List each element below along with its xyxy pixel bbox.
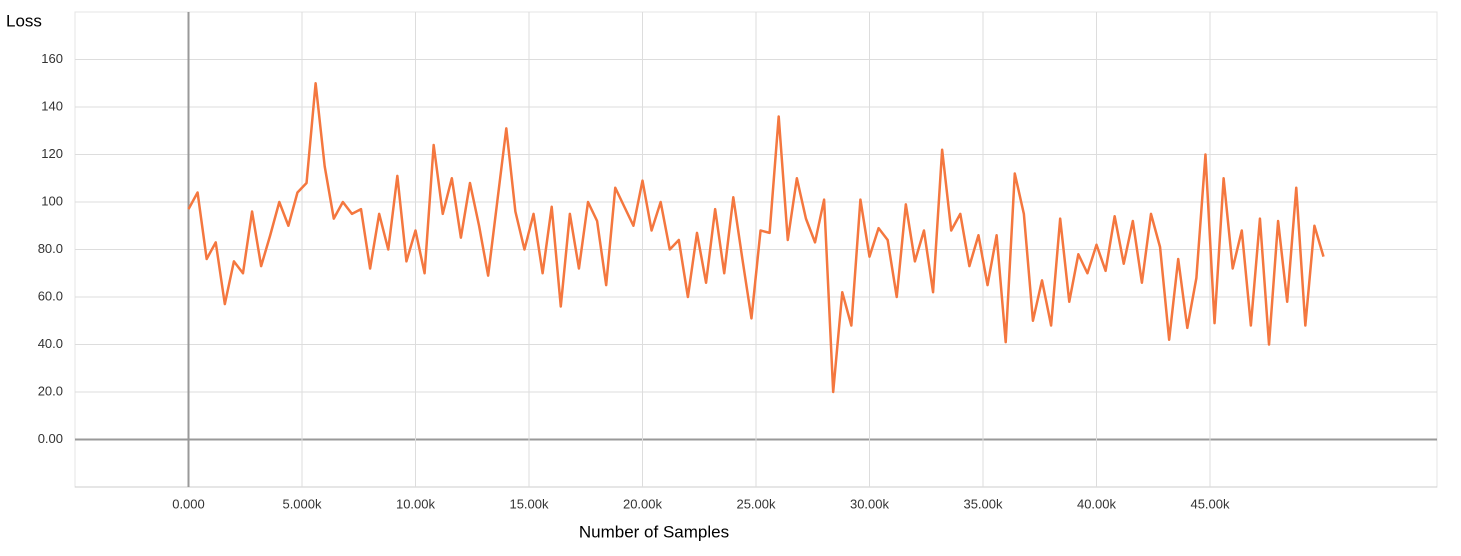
x-tick-label: 40.00k: [1077, 496, 1117, 511]
x-tick-label: 25.00k: [736, 496, 776, 511]
y-tick-label: 40.0: [38, 336, 63, 351]
y-tick-label: 20.0: [38, 383, 63, 398]
y-axis-title: Loss: [6, 11, 42, 30]
x-tick-label: 45.00k: [1190, 496, 1230, 511]
x-tick-label: 5.000k: [282, 496, 322, 511]
series-line: [187, 82, 1325, 394]
y-tick-label: 140: [41, 98, 63, 113]
y-tick-label: 160: [41, 51, 63, 66]
x-tick-label: 15.00k: [509, 496, 549, 511]
y-tick-label: 60.0: [38, 288, 63, 303]
x-tick-label: 35.00k: [963, 496, 1003, 511]
y-tick-label: 120: [41, 146, 63, 161]
y-tick-label: 0.00: [38, 431, 63, 446]
x-tick-label: 30.00k: [850, 496, 890, 511]
x-tick-label: 10.00k: [396, 496, 436, 511]
x-axis-title: Number of Samples: [579, 522, 729, 541]
x-tick-label: 0.000: [172, 496, 205, 511]
y-tick-label: 80.0: [38, 241, 63, 256]
x-tick-label: 20.00k: [623, 496, 663, 511]
y-tick-label: 100: [41, 193, 63, 208]
